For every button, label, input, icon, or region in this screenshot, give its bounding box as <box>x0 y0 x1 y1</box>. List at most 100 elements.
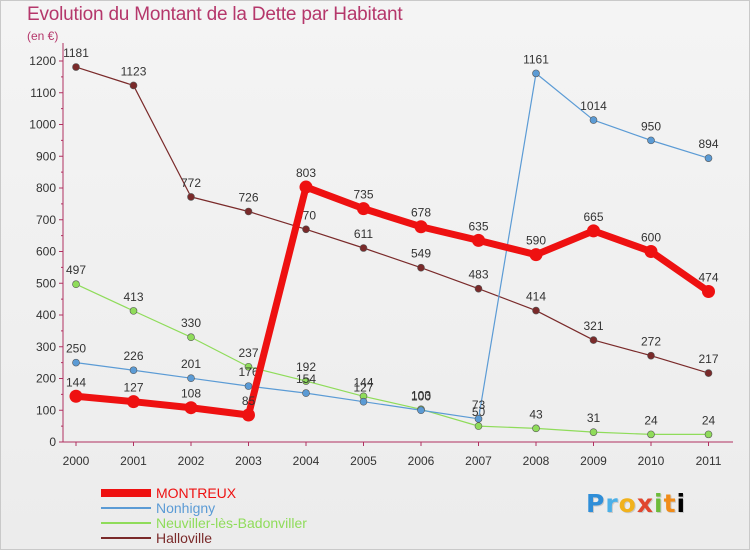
logo-letter: i <box>654 489 664 518</box>
data-label: 590 <box>526 234 546 248</box>
data-point <box>417 263 425 272</box>
data-label: 726 <box>238 190 258 204</box>
data-label: 1161 <box>523 52 549 66</box>
data-point <box>302 389 310 397</box>
data-label: 192 <box>296 360 316 374</box>
y-tick-label: 800 <box>36 181 56 195</box>
data-point <box>72 280 80 289</box>
data-label: 144 <box>66 375 86 389</box>
data-label: 600 <box>641 231 661 245</box>
chart-unit: (en €) <box>27 29 59 43</box>
data-point <box>589 428 598 436</box>
legend-label: MONTREUX <box>156 485 237 501</box>
data-point <box>474 415 483 423</box>
data-point <box>129 366 138 375</box>
data-point <box>359 397 368 406</box>
data-label: 665 <box>583 210 603 224</box>
data-point <box>127 395 140 409</box>
data-point <box>302 225 310 234</box>
x-tick-label: 2006 <box>408 454 435 468</box>
legend-swatch <box>101 522 151 524</box>
data-label: 1123 <box>121 64 147 78</box>
series-line <box>75 72 709 420</box>
data-label: 1014 <box>580 99 607 113</box>
data-point <box>704 430 713 439</box>
legend-label: Nonhigny <box>156 500 216 516</box>
data-point <box>474 284 483 293</box>
data-point <box>474 422 483 430</box>
data-label: 413 <box>123 290 143 304</box>
data-label: 635 <box>468 219 488 233</box>
data-label: 176 <box>238 365 258 379</box>
data-point <box>702 285 715 299</box>
data-label: 1181 <box>63 46 89 60</box>
data-label: 217 <box>698 352 718 366</box>
data-label: 24 <box>644 413 658 427</box>
data-point <box>532 306 540 315</box>
y-tick-label: 700 <box>36 213 56 227</box>
data-label: 611 <box>354 227 373 241</box>
data-point <box>704 369 713 377</box>
data-label: 414 <box>526 290 546 304</box>
data-label: 144 <box>353 375 373 389</box>
data-label: 100 <box>411 389 431 403</box>
x-tick-label: 2008 <box>523 454 550 468</box>
data-label: 201 <box>181 357 201 371</box>
y-tick-label: 900 <box>36 149 56 163</box>
data-point <box>244 382 253 390</box>
x-tick-label: 2005 <box>350 454 377 468</box>
logo-letter: P <box>586 489 606 518</box>
data-point <box>72 358 80 367</box>
logo-letter: t <box>663 489 677 518</box>
series-line <box>75 283 709 435</box>
data-point <box>644 245 658 258</box>
legend-label: Neuviller-lès-Badonviller <box>156 515 307 531</box>
line-chart: 0 100 200 300 400 500 600 700 800 900 1000 1100 1200… <box>29 43 733 468</box>
x-tick-label: 2001 <box>120 454 147 468</box>
data-point <box>187 333 195 342</box>
data-label: 154 <box>296 372 316 386</box>
data-label: 321 <box>583 319 603 333</box>
y-tick-label: 200 <box>36 372 56 386</box>
x-tick-label: 2002 <box>178 454 205 468</box>
data-label: 108 <box>181 387 201 401</box>
x-tick-label: 2000 <box>63 454 90 468</box>
x-tick-label: 2004 <box>293 454 320 468</box>
data-label: 127 <box>123 381 143 395</box>
data-label: 894 <box>698 137 718 151</box>
x-tick-label: 2010 <box>638 454 665 468</box>
data-label: 272 <box>641 335 661 349</box>
data-point <box>187 374 195 382</box>
series-line <box>75 183 711 419</box>
proxiti-logo: Proxiti <box>586 489 686 518</box>
data-point <box>417 406 425 415</box>
y-tick-label: 100 <box>36 403 56 417</box>
data-label: 103 <box>411 388 431 402</box>
data-label: 950 <box>641 119 661 133</box>
data-point <box>242 408 255 422</box>
x-tick-label: 2011 <box>696 454 722 468</box>
data-point <box>587 224 600 238</box>
data-label: 330 <box>181 316 201 330</box>
chart-title: Evolution du Montant de la Dette par Hab… <box>27 4 403 25</box>
data-point <box>359 244 368 252</box>
data-label: 497 <box>66 263 86 277</box>
data-point <box>184 401 198 415</box>
data-point <box>244 207 253 216</box>
data-point <box>532 424 540 433</box>
data-point <box>72 63 80 71</box>
data-point <box>187 193 195 201</box>
data-label: 250 <box>66 342 86 356</box>
logo-letter: i <box>676 489 687 518</box>
data-label: 24 <box>702 413 716 427</box>
data-point <box>532 69 540 78</box>
data-point <box>357 202 370 216</box>
data-label: 549 <box>411 247 431 261</box>
data-point <box>414 220 428 234</box>
x-tick-label: 2003 <box>235 454 262 468</box>
data-label: 772 <box>181 176 201 190</box>
data-label: 73 <box>472 398 486 412</box>
data-point <box>129 81 138 90</box>
x-tick-label: 2009 <box>580 454 607 468</box>
